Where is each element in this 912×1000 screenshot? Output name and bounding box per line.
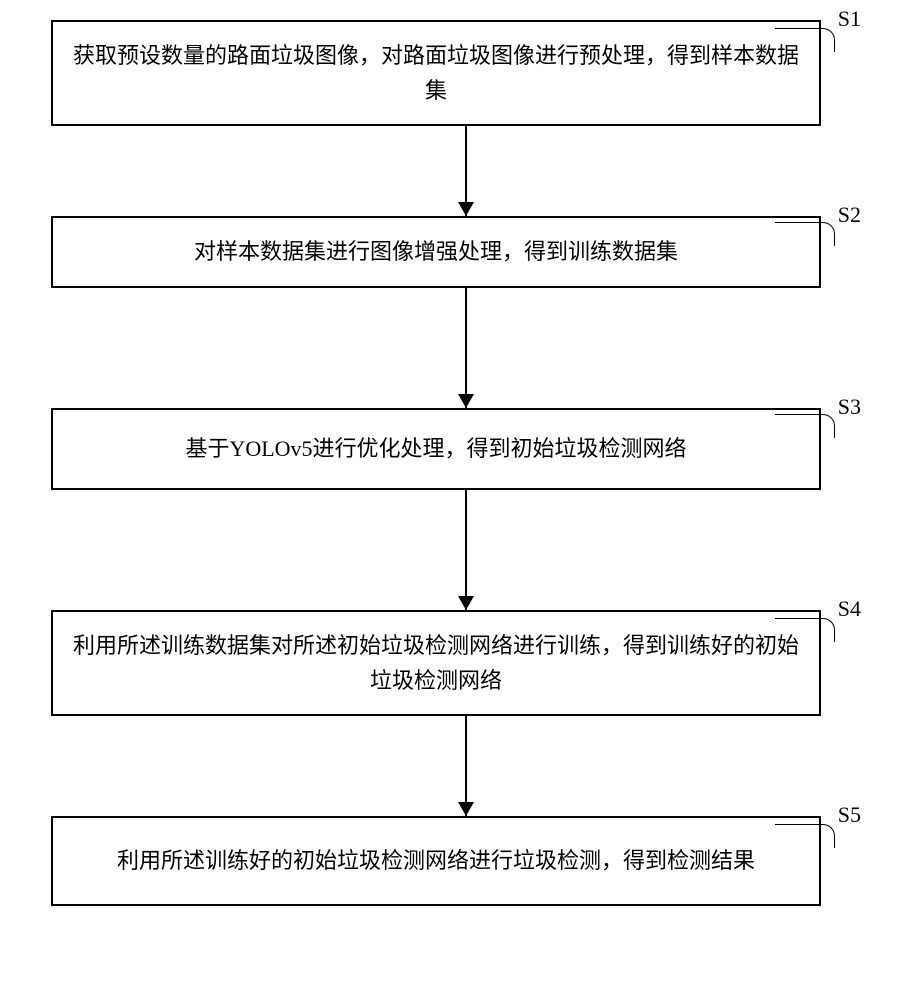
step-text-s3: 基于YOLOv5进行优化处理，得到初始垃圾检测网络 bbox=[185, 431, 686, 466]
step-box-s5: 利用所述训练好的初始垃圾检测网络进行垃圾检测，得到检测结果 bbox=[51, 816, 821, 906]
arrow-head-icon-1 bbox=[458, 202, 474, 216]
arrow-line-4 bbox=[465, 716, 467, 816]
step-box-s1: 获取预设数量的路面垃圾图像，对路面垃圾图像进行预处理，得到样本数据集 bbox=[51, 20, 821, 126]
step-box-s4: 利用所述训练数据集对所述初始垃圾检测网络进行训练，得到训练好的初始垃圾检测网络 bbox=[51, 610, 821, 716]
connector-4 bbox=[51, 716, 881, 816]
label-connector-s3 bbox=[775, 414, 835, 438]
step-label-s3: S3 bbox=[838, 394, 861, 420]
step-text-s4: 利用所述训练数据集对所述初始垃圾检测网络进行训练，得到训练好的初始垃圾检测网络 bbox=[73, 628, 799, 698]
connector-3 bbox=[51, 490, 881, 610]
label-connector-s1 bbox=[775, 28, 835, 52]
step-wrapper-s1: 获取预设数量的路面垃圾图像，对路面垃圾图像进行预处理，得到样本数据集 S1 bbox=[21, 20, 891, 126]
step-label-s4: S4 bbox=[838, 596, 861, 622]
step-wrapper-s3: 基于YOLOv5进行优化处理，得到初始垃圾检测网络 S3 bbox=[21, 408, 891, 490]
arrow-line-3 bbox=[465, 490, 467, 610]
arrow-head-icon-4 bbox=[458, 802, 474, 816]
step-text-s5: 利用所述训练好的初始垃圾检测网络进行垃圾检测，得到检测结果 bbox=[117, 843, 755, 878]
label-connector-s4 bbox=[775, 618, 835, 642]
step-box-s3: 基于YOLOv5进行优化处理，得到初始垃圾检测网络 bbox=[51, 408, 821, 490]
step-wrapper-s5: 利用所述训练好的初始垃圾检测网络进行垃圾检测，得到检测结果 S5 bbox=[21, 816, 891, 906]
label-connector-s2 bbox=[775, 222, 835, 246]
connector-1 bbox=[51, 126, 881, 216]
label-connector-s5 bbox=[775, 824, 835, 848]
arrow-head-icon-3 bbox=[458, 596, 474, 610]
connector-2 bbox=[51, 288, 881, 408]
step-box-s2: 对样本数据集进行图像增强处理，得到训练数据集 bbox=[51, 216, 821, 287]
step-label-s1: S1 bbox=[838, 6, 861, 32]
step-label-s5: S5 bbox=[838, 802, 861, 828]
flowchart-container: 获取预设数量的路面垃圾图像，对路面垃圾图像进行预处理，得到样本数据集 S1 对样… bbox=[21, 20, 891, 906]
step-text-s1: 获取预设数量的路面垃圾图像，对路面垃圾图像进行预处理，得到样本数据集 bbox=[73, 38, 799, 108]
step-text-s2: 对样本数据集进行图像增强处理，得到训练数据集 bbox=[194, 234, 678, 269]
step-wrapper-s4: 利用所述训练数据集对所述初始垃圾检测网络进行训练，得到训练好的初始垃圾检测网络 … bbox=[21, 610, 891, 716]
arrow-head-icon-2 bbox=[458, 394, 474, 408]
arrow-line-2 bbox=[465, 288, 467, 408]
step-label-s2: S2 bbox=[838, 202, 861, 228]
step-wrapper-s2: 对样本数据集进行图像增强处理，得到训练数据集 S2 bbox=[21, 216, 891, 287]
